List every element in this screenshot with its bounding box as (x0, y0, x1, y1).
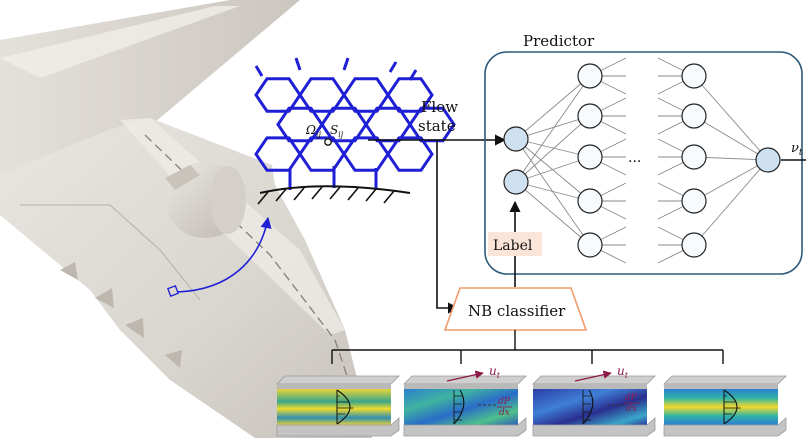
predictor-box (484, 51, 803, 275)
mesh-cell-9 (298, 136, 346, 172)
mesh-cell-3 (386, 77, 434, 113)
label-box (488, 232, 542, 256)
flow-state-label-line2: state (418, 117, 456, 135)
case-0-top-plate (276, 375, 400, 385)
edge-in-h1-1-2 (515, 156, 591, 183)
case-0-bottom-plate (276, 417, 400, 437)
hidden2-node-1 (681, 103, 707, 129)
hidden1-node-3 (577, 188, 603, 214)
ut-label-case2: ut (489, 364, 501, 380)
ut-label-case3: ut (617, 364, 629, 380)
case-3-profile-curve (723, 389, 738, 425)
case-2-profile-curve (582, 389, 594, 425)
hidden2-node-3 (681, 188, 707, 214)
edge-h2-out-1-0 (693, 115, 769, 161)
mesh-cell-10 (342, 136, 390, 172)
case-3-field (664, 389, 778, 425)
edge-in-h1-1-4 (515, 181, 591, 246)
edge-in-h1-0-2 (515, 138, 591, 158)
mesh-cell-4 (276, 106, 324, 143)
omega-label: Ωij (305, 123, 322, 139)
input-node-1 (503, 169, 529, 195)
hidden1-node-4 (577, 232, 603, 258)
ut-arrow-case3 (574, 370, 612, 382)
case-1-top-edge (404, 384, 518, 389)
mesh-cell-5 (320, 106, 368, 143)
aircraft-wing-icon (0, 0, 372, 438)
hidden1-node-2 (577, 144, 603, 170)
dpdx-den-case3: dx (626, 404, 637, 414)
edge-in-h1-0-3 (515, 138, 591, 202)
case-2-bottom-plate (532, 417, 656, 437)
hidden2-node-4 (681, 232, 707, 258)
edge-in-h1-0-4 (515, 138, 591, 246)
output-label: νt (791, 141, 803, 158)
flow-to-classifier-arrow (436, 140, 460, 314)
mesh-stub-4 (408, 69, 418, 81)
neural-network-icon (503, 63, 781, 258)
edge-h2-out-4-0 (693, 159, 769, 246)
dpdx-num-case3: dP (625, 393, 638, 403)
wall-boundary (257, 185, 411, 205)
mesh-stub-0 (254, 65, 264, 77)
output-node-0 (755, 147, 781, 173)
hidden1-node-1 (577, 103, 603, 129)
label-text: Label (493, 238, 533, 254)
case-3-top-edge (664, 384, 778, 389)
case-2-field (533, 389, 647, 425)
classifier-trapezoid (443, 287, 588, 331)
predictor-title: Predictor (523, 32, 595, 50)
network-connections (515, 57, 769, 264)
case-3-top-plate (663, 375, 787, 385)
edge-in-h1-0-0 (515, 75, 591, 140)
flow-state-label-line1: Flow (421, 98, 458, 116)
hidden2-node-0 (681, 63, 707, 89)
channel-flow-cases (276, 375, 787, 437)
mesh-cell-0 (254, 77, 302, 113)
edge-h2-out-0-0 (693, 75, 769, 161)
case-1-bottom-plate (403, 417, 527, 437)
hidden-layer-ellipsis: ··· (628, 154, 641, 170)
case-0-profile-curve (336, 389, 351, 425)
mesh-stub-1 (294, 57, 302, 71)
ut-arrow-case2 (446, 370, 484, 382)
case-0-field (277, 389, 391, 425)
case-2-top-edge (533, 384, 647, 389)
dpdx-num-case2: dP (498, 397, 511, 407)
edge-in-h1-0-1 (515, 115, 591, 140)
mesh-cell-6 (364, 106, 412, 143)
case-1-profile-curve (453, 389, 465, 425)
mesh-stub-2 (342, 57, 350, 71)
mesh-cell-8 (254, 136, 302, 172)
case-bracket (331, 330, 724, 364)
edge-in-h1-1-0 (515, 75, 591, 183)
input-node-0 (503, 126, 529, 152)
case-0-top-edge (277, 384, 391, 389)
hidden2-node-2 (681, 144, 707, 170)
mesh-cell-1 (298, 77, 346, 113)
mesh-stub-3 (388, 61, 398, 73)
cell-center-marker (324, 138, 332, 146)
mesh-cell-11 (386, 136, 434, 172)
case-3-bottom-plate (663, 417, 787, 437)
edge-in-h1-1-1 (515, 115, 591, 183)
s-label: Sij (330, 123, 344, 139)
zoom-arrow (176, 216, 272, 293)
edge-in-h1-1-3 (515, 181, 591, 202)
edge-h2-out-3-0 (693, 159, 769, 202)
mesh-cell-2 (342, 77, 390, 113)
classifier-label: NB classifier (468, 302, 566, 320)
dpdx-den-case2: dx (499, 408, 510, 418)
hidden1-node-0 (577, 63, 603, 89)
